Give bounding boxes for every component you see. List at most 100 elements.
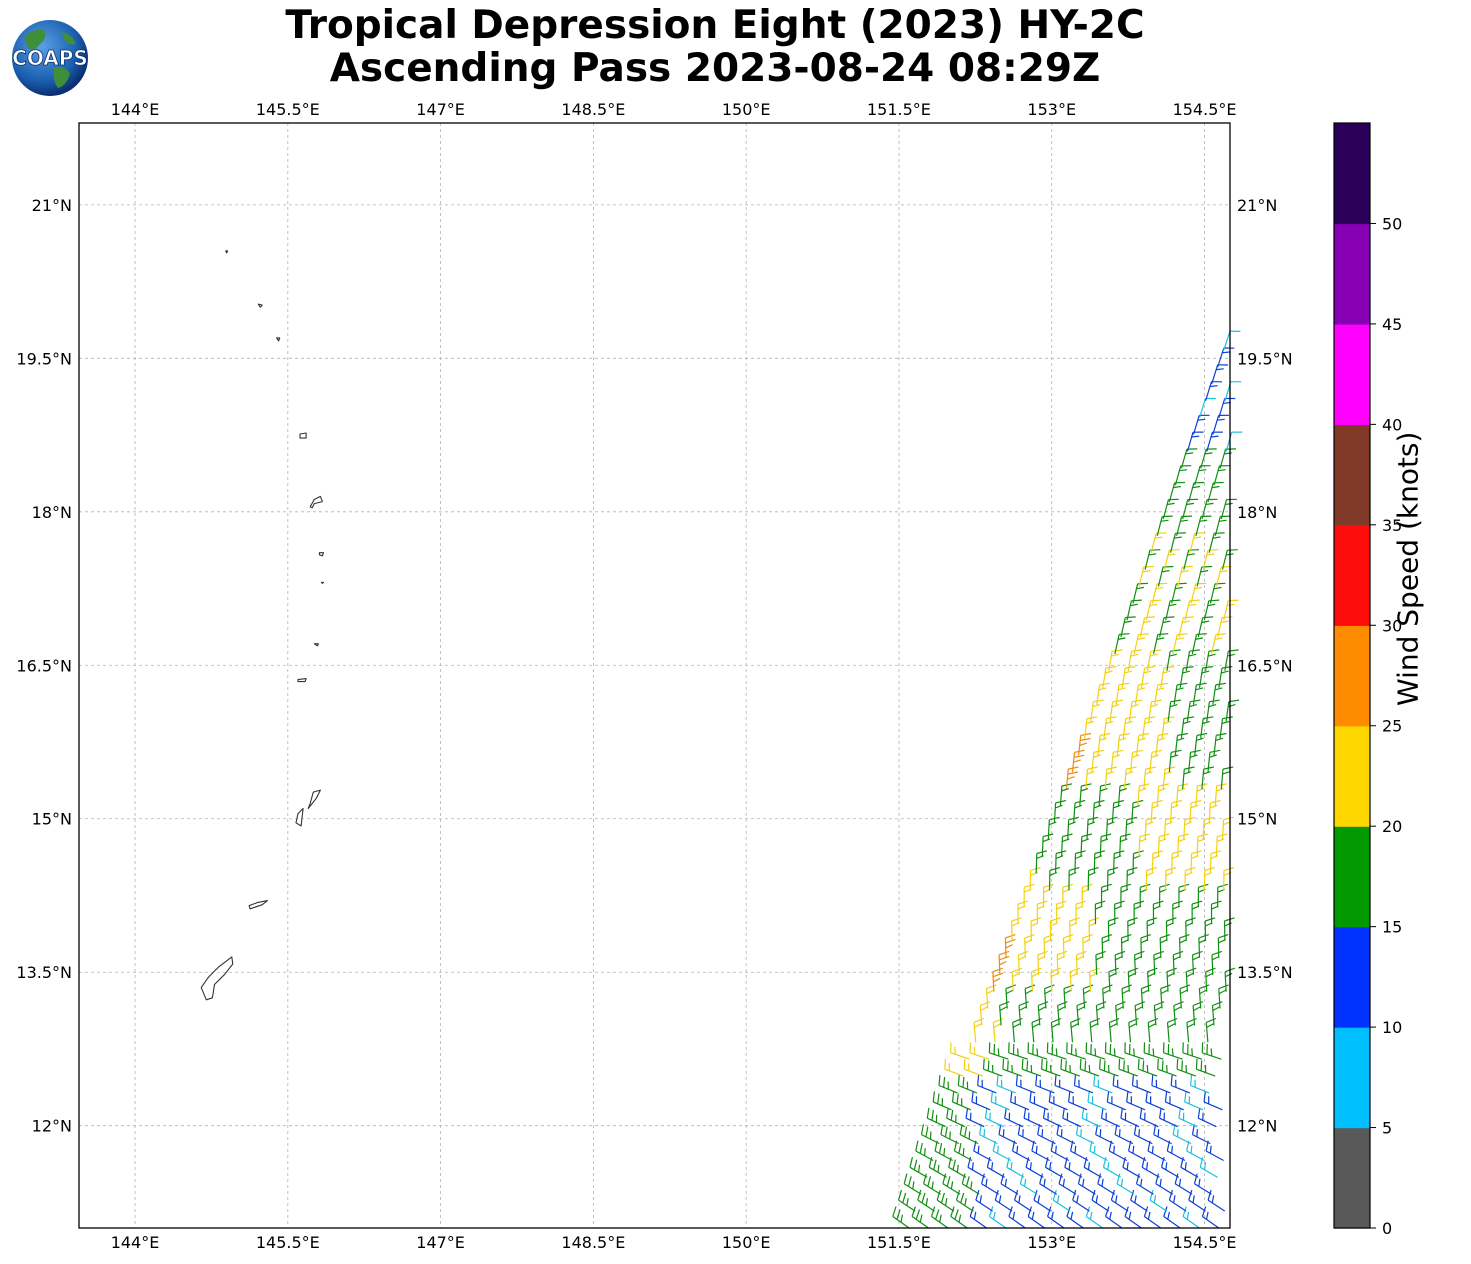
barb-flag: [959, 1124, 963, 1135]
barb-flag: [912, 1181, 915, 1190]
wind-barb: [992, 967, 1004, 992]
barb-shaft: [1192, 1005, 1196, 1026]
barb-flag: [1197, 1107, 1201, 1119]
island-rota: [248, 900, 268, 910]
barb-flag: [1094, 1048, 1097, 1057]
barb-shaft: [1116, 735, 1121, 756]
barb-shaft: [1163, 819, 1167, 840]
barb-flag: [1212, 536, 1221, 539]
wind-barb: [1037, 950, 1048, 975]
island-farallon: [225, 250, 229, 254]
barb-flag: [1196, 682, 1207, 686]
wind-barb: [1143, 1042, 1164, 1060]
barb-flag: [1063, 984, 1074, 990]
barb-flag: [1076, 955, 1084, 961]
barb-flag: [1223, 821, 1231, 826]
barb-flag: [1154, 1001, 1165, 1007]
barb-flag: [1113, 1145, 1115, 1154]
barb-flag: [1088, 866, 1099, 871]
barb-shaft: [998, 1134, 1018, 1145]
wind-barb: [1044, 984, 1055, 1009]
wind-barb: [1019, 1173, 1038, 1195]
wind-barb: [1046, 1042, 1067, 1060]
barb-flag: [1156, 637, 1165, 640]
barb-flag: [1125, 771, 1134, 775]
barb-flag: [1115, 1195, 1118, 1204]
wind-barb: [1137, 1058, 1158, 1077]
barb-flag: [1083, 984, 1094, 990]
barb-shaft: [1206, 432, 1213, 452]
wind-barb: [1114, 633, 1130, 655]
barb-flag: [1179, 984, 1191, 990]
barb-flag: [1079, 742, 1088, 746]
lon-tick-label-bottom: 154.5°E: [1173, 1233, 1237, 1252]
barb-flag: [1105, 720, 1114, 725]
barb-flag: [962, 1076, 965, 1088]
wind-barb: [1104, 1042, 1125, 1060]
barb-flag: [1128, 1017, 1139, 1023]
barb-flag: [1204, 866, 1215, 871]
barb-shaft: [1078, 735, 1082, 756]
barb-flag: [1151, 804, 1160, 809]
colorbar-ticks: 0 5 10 15 20 25 30 35 40 45 50: [1370, 214, 1402, 1238]
barb-shaft: [1197, 617, 1204, 638]
wind-barb: [1191, 1124, 1211, 1145]
wind-barb: [1186, 1017, 1197, 1043]
barb-flag: [1112, 649, 1123, 652]
barb-flag: [1176, 737, 1185, 741]
barb-shaft: [1120, 1117, 1140, 1128]
barb-shaft: [1105, 819, 1108, 840]
barb-shaft: [1154, 684, 1159, 705]
barb-flag: [1134, 1195, 1137, 1204]
barb-flag: [940, 1124, 944, 1135]
barb-flag: [1152, 1048, 1155, 1057]
barb-flag: [1140, 883, 1151, 888]
barb-flag: [992, 972, 1004, 978]
barb-flag: [1057, 955, 1065, 961]
barb-shaft: [1091, 752, 1095, 773]
barb-shaft: [1093, 853, 1096, 874]
barb-flag: [979, 1195, 982, 1204]
barb-flag: [956, 1093, 959, 1104]
barb-shaft: [979, 1005, 983, 1026]
wind-barb: [1166, 967, 1178, 992]
barb-flag: [1051, 1211, 1054, 1220]
barb-shaft: [1085, 769, 1089, 790]
barb-flag: [1153, 950, 1164, 956]
barb-flag: [1017, 1048, 1019, 1057]
barb-flag: [1069, 967, 1081, 973]
barb-shaft: [1203, 600, 1210, 621]
barb-flag: [1144, 716, 1156, 720]
wind-barb: [1095, 1124, 1114, 1145]
barb-shaft: [1163, 1216, 1181, 1229]
wind-barb: [1108, 967, 1120, 992]
barb-flag: [1119, 732, 1130, 736]
barb-flag: [1068, 1091, 1071, 1102]
barb-shaft: [1056, 954, 1059, 975]
barb-shaft: [1108, 1022, 1112, 1043]
barb-flag: [1005, 984, 1016, 990]
barb-flag: [990, 1091, 993, 1102]
barb-flag: [1121, 984, 1133, 990]
barb-flag: [1135, 1173, 1140, 1184]
barb-flag: [1137, 687, 1146, 691]
wind-barb: [1191, 633, 1207, 655]
barb-flag: [1218, 519, 1227, 522]
barb-flag: [1037, 950, 1048, 956]
barb-shaft: [1157, 1068, 1177, 1077]
barb-flag: [1218, 939, 1226, 944]
barb-flag: [1106, 716, 1117, 720]
wind-barb: [1159, 934, 1171, 958]
barb-shaft: [1133, 634, 1139, 655]
barb-flag: [1174, 586, 1183, 590]
island-agrihan: [299, 432, 307, 439]
barb-flag: [1012, 1017, 1023, 1023]
barb-flag: [1211, 950, 1223, 956]
wind-barb: [1114, 1124, 1134, 1145]
coaps-logo: COAPS: [10, 18, 90, 98]
wind-barb: [1002, 1058, 1022, 1077]
barb-shaft: [1167, 1150, 1186, 1162]
wind-barb: [1174, 1173, 1193, 1195]
barb-shaft: [1191, 634, 1198, 655]
barb-flag: [1096, 1001, 1107, 1007]
